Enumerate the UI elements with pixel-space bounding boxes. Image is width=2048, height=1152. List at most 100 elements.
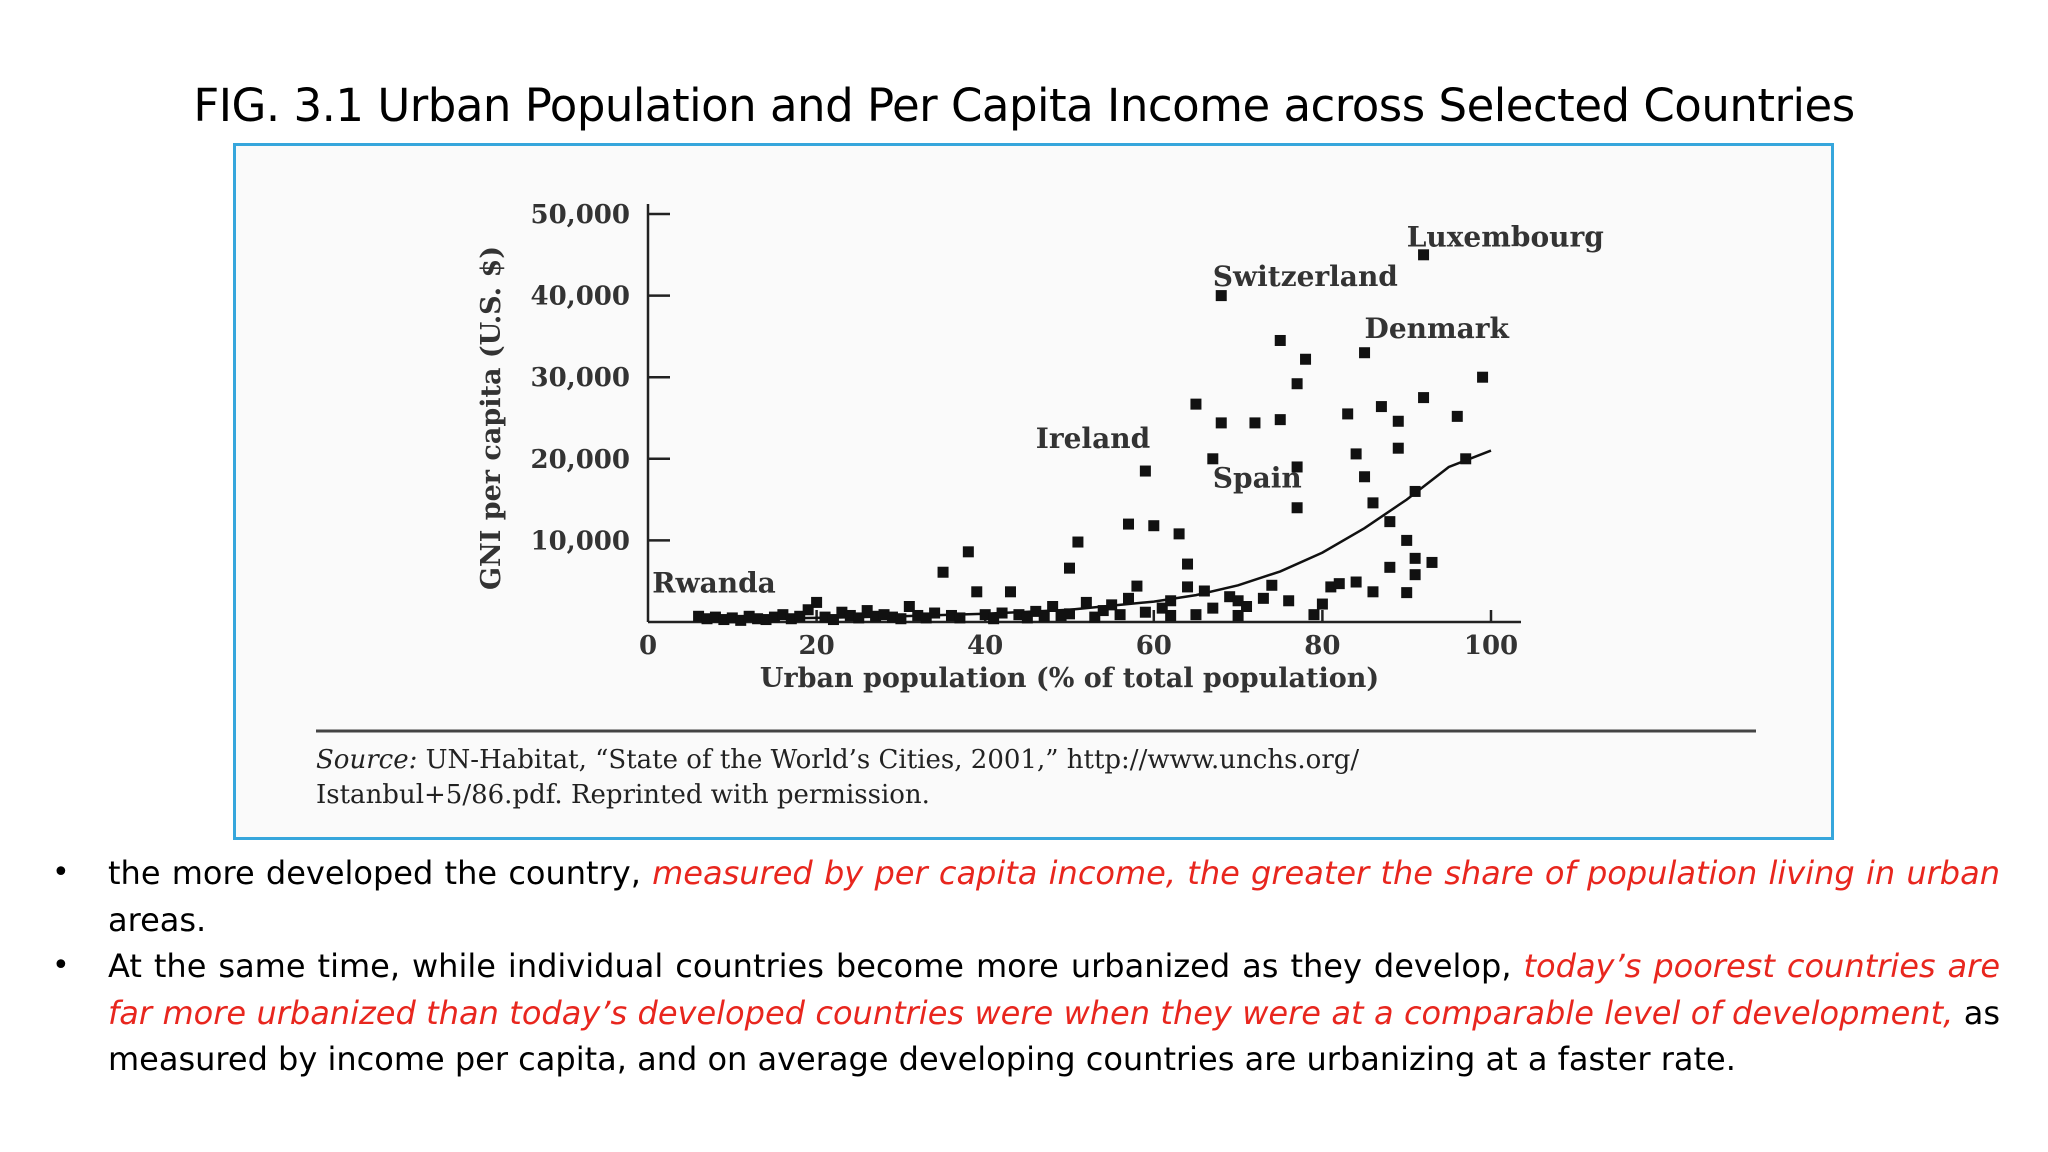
data-point [844,609,856,621]
data-point [693,610,705,622]
data-point [1241,600,1253,612]
data-point [1064,562,1075,574]
y-tick-label: 50,000 [530,200,630,230]
data-point [954,612,966,624]
data-point [752,613,764,625]
data-point [1359,471,1371,483]
bullet-item: • At the same time, while individual coun… [48,943,2000,1083]
bullet-item: • the more developed the country, measure… [48,850,2000,943]
data-point [827,614,839,626]
slide-title: FIG. 3.1 Urban Population and Per Capita… [193,79,1855,132]
data-point [1198,585,1210,597]
data-point [1325,581,1337,593]
data-point [988,613,1000,625]
data-point [1114,609,1126,621]
data-point [1359,347,1371,359]
data-point [1080,596,1092,608]
annotation-spain: Spain [1213,461,1302,494]
source-note-label: Source: [316,745,417,775]
x-tick-label: 60 [1136,631,1172,661]
data-point [1451,410,1463,422]
data-point [735,614,747,626]
data-point [836,606,848,618]
data-point [743,610,755,622]
annotation-rwanda: Rwanda [652,567,776,600]
source-note-line2: Istanbul+5/86.pdf. Reprinted with permis… [316,780,930,810]
data-point [760,614,772,626]
data-point [1207,602,1219,614]
annotation-ireland: Ireland [1036,422,1150,455]
data-point [1047,600,1059,612]
data-point [1004,586,1016,598]
data-point [971,586,983,598]
y-tick-label: 10,000 [530,526,630,556]
data-point [1291,502,1303,514]
chart-marks [693,249,1492,626]
data-point [1030,605,1042,617]
x-tick-label: 40 [967,631,1003,661]
data-point [1215,417,1227,429]
data-point [1055,609,1067,621]
data-point [1190,609,1202,621]
data-point [1460,453,1472,465]
data-point [1392,442,1404,454]
data-point [1342,408,1354,420]
data-point [1182,581,1194,593]
chart-labels: Rwanda Ireland Switzerland Luxembourg Denmar… [652,221,1604,600]
source-note-text: UN-Habitat, “State of the World’s Cities… [417,745,1359,775]
data-point [1232,595,1244,607]
data-point [1038,610,1050,622]
data-point [962,546,974,558]
bullet-text: the more developed the country, [108,854,653,892]
data-point [1291,461,1303,473]
data-point [912,609,924,621]
data-point [1409,569,1421,581]
data-point [1266,579,1278,591]
figure-frame: 10,000 20,000 30,000 40,000 50,000 0 20 40 60 80 1… [233,143,1834,840]
data-point [1300,353,1312,365]
x-tick-label: 0 [639,631,657,661]
data-point [726,612,738,624]
data-point [1384,561,1396,573]
data-point [1333,578,1345,590]
data-point [1401,534,1413,546]
data-point [1148,520,1160,532]
data-point [861,605,873,617]
data-point [1165,609,1177,621]
data-point [785,613,797,625]
bullet-text: areas. [108,900,207,939]
data-point [1139,465,1151,477]
data-point [903,600,915,612]
data-point [945,609,957,621]
data-point [1477,371,1489,383]
bullet-text: At the same time, while individual count… [108,947,1524,985]
data-point [979,609,991,621]
chart-axes: 10,000 20,000 30,000 40,000 50,000 0 20 40 60 80 1… [476,200,1521,694]
data-point [929,607,941,619]
data-point [1131,580,1143,592]
data-point [1308,609,1320,621]
data-point [1426,556,1438,568]
y-axis-label: GNI per capita (U.S. $) [476,246,507,590]
data-point [1224,591,1236,603]
data-point [1401,587,1413,599]
data-point [1072,536,1084,548]
data-point [794,610,806,622]
x-tick-label: 80 [1304,631,1340,661]
data-point [802,604,814,616]
y-tick-label: 20,000 [530,445,630,475]
data-point [1409,485,1421,497]
bullet-text: as measured by income per capita, and on… [108,993,2001,1079]
data-point [1375,401,1387,413]
x-tick-label: 100 [1464,631,1518,661]
bullet-list: • the more developed the country, measure… [48,850,2000,1083]
data-point [853,612,865,624]
data-point [1418,249,1430,261]
data-point [811,596,823,608]
data-point [1156,602,1168,614]
data-point [1392,415,1404,427]
data-point [870,610,882,622]
scatter-chart: 10,000 20,000 30,000 40,000 50,000 0 20 40 60 80 1… [316,200,1756,810]
data-point [1013,609,1025,621]
data-point [1257,592,1269,604]
